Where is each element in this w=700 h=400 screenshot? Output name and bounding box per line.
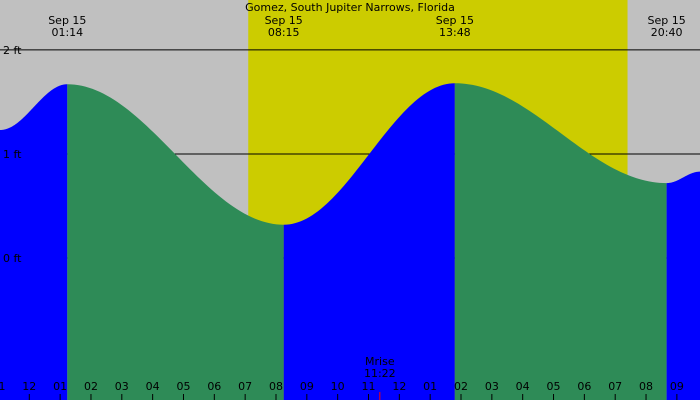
extreme-date: Sep 15 [265,14,303,27]
rising-tide [666,171,700,400]
x-tick-label: 01 [53,380,67,393]
extreme-time: 08:15 [268,26,300,39]
rising-tide [0,84,68,400]
x-tick-label: 08 [639,380,653,393]
falling-tide [67,84,284,400]
rising-tide [283,83,455,400]
falling-tide [454,83,667,400]
extreme-time: 20:40 [651,26,683,39]
y-tick-label: 0 ft [3,252,22,265]
x-tick-label: 07 [608,380,622,393]
x-tick-label: 06 [577,380,591,393]
x-tick-label: 11 [362,380,376,393]
extreme-date: Sep 15 [436,14,474,27]
x-tick-label: 12 [22,380,36,393]
x-tick-label: 04 [146,380,160,393]
x-tick-label: 02 [454,380,468,393]
moonrise-label: Mrise [365,355,395,368]
x-tick-label: 04 [516,380,530,393]
y-tick-label: 1 ft [3,148,22,161]
extreme-date: Sep 15 [48,14,86,27]
extreme-time: 13:48 [439,26,471,39]
x-tick-label: 07 [238,380,252,393]
x-tick-label: 05 [547,380,561,393]
x-tick-label: 10 [331,380,345,393]
x-tick-label: 12 [392,380,406,393]
x-tick-label: 03 [115,380,129,393]
moonrise-time: 11:22 [364,367,396,380]
x-tick-label: 06 [207,380,221,393]
x-tick-label: 03 [485,380,499,393]
x-tick-label: 08 [269,380,283,393]
chart-title: Gomez, South Jupiter Narrows, Florida [245,1,455,14]
x-tick-label: 09 [300,380,314,393]
x-tick-label: 05 [176,380,190,393]
y-tick-label: 2 ft [3,44,22,57]
extreme-time: 01:14 [51,26,83,39]
extreme-date: Sep 15 [647,14,685,27]
x-tick-label: 01 [423,380,437,393]
x-tick-label: 09 [670,380,684,393]
x-tick-label: 11 [0,380,5,393]
x-tick-label: 02 [84,380,98,393]
